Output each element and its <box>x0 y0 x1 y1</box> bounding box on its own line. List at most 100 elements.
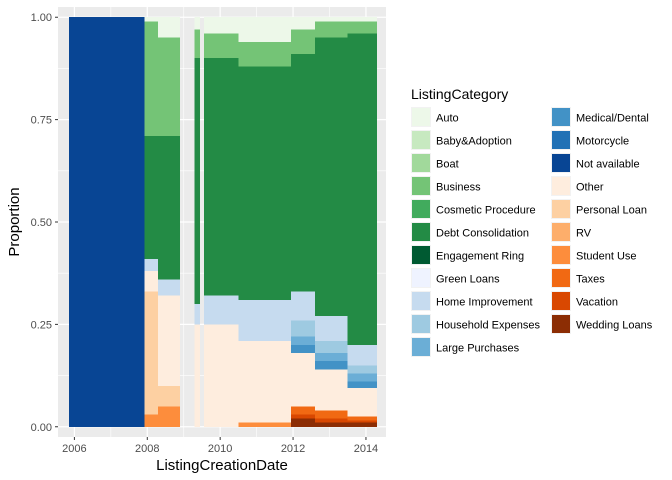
legend-label: Debt Consolidation <box>436 228 529 240</box>
legend-key-swatch <box>412 131 430 149</box>
area-segment-auto <box>291 17 315 30</box>
legend-item-business: Business <box>411 176 481 196</box>
area-segment-business <box>347 21 377 34</box>
legend-item-boat: Boat <box>411 153 459 173</box>
y-axis-label: Proportion <box>6 187 23 256</box>
legend-key-swatch <box>412 269 430 287</box>
legend-label: Boat <box>436 159 459 171</box>
area-segment-debt-consolidation <box>347 33 377 345</box>
legend-item-motorcycle: Motorcycle <box>551 130 629 150</box>
y-tick-label: 0.25 <box>31 319 52 331</box>
legend-key-swatch <box>552 131 570 149</box>
area-segment-large-purchases <box>291 336 315 345</box>
legend-label: Not available <box>576 159 640 171</box>
area-segment-not-available <box>68 17 145 427</box>
legend-item-large-purchases: Large Purchases <box>411 337 520 357</box>
area-segment-debt-consolidation <box>158 136 181 280</box>
area-segment-student-use <box>238 422 292 427</box>
area-segment-home-improvement <box>144 258 159 272</box>
legend-item-wedding-loans: Wedding Loans <box>551 314 653 334</box>
area-segment-taxes <box>347 416 377 421</box>
legend-key-swatch <box>412 108 430 126</box>
legend: ListingCategory Auto Baby&Adoption Boat Bus… <box>411 86 653 357</box>
legend-key-swatch <box>552 200 570 218</box>
area-segment-home-improvement <box>291 291 315 321</box>
legend-item-rv: RV <box>551 222 592 242</box>
area-segment-other <box>314 369 348 411</box>
x-axis-label: ListingCreationDate <box>156 457 288 474</box>
legend-item-vacation: Vacation <box>551 291 618 311</box>
x-tick-label: 2010 <box>208 443 232 455</box>
legend-label: Personal Loan <box>576 205 647 217</box>
legend-key-swatch <box>412 292 430 310</box>
area-segment-other <box>194 324 201 427</box>
area-segment-business <box>144 21 159 136</box>
legend-key-swatch <box>552 154 570 172</box>
area-segment-business <box>203 33 239 59</box>
legend-label: Medical/Dental <box>576 113 649 125</box>
area-segment-student-use <box>144 414 159 427</box>
legend-key-swatch <box>552 292 570 310</box>
legend-key-swatch <box>412 315 430 333</box>
area-segment-auto <box>158 17 181 38</box>
area-segment-taxes <box>314 410 348 419</box>
area-segment-household-expenses <box>347 365 377 374</box>
x-tick-label: 2012 <box>281 443 305 455</box>
area-segment-auto <box>238 17 292 42</box>
area-segment-wedding-loans <box>291 418 315 427</box>
area-segment-debt-consolidation <box>238 66 292 300</box>
legend-key-swatch <box>412 223 430 241</box>
legend-label: Household Expenses <box>436 320 540 332</box>
legend-item-medical-dental: Medical/Dental <box>551 107 649 127</box>
area-segment-debt-consolidation <box>291 54 315 292</box>
legend-key-swatch <box>412 246 430 264</box>
area-segment-vacation <box>347 420 377 423</box>
area-segment-vacation <box>291 414 315 419</box>
legend-label: Wedding Loans <box>576 320 653 332</box>
area-segment-business <box>238 41 292 67</box>
y-axis: 0.00 0.25 0.50 0.75 1.00 <box>31 12 58 434</box>
area-segment-home-improvement <box>203 295 239 325</box>
legend-label: Other <box>576 182 604 194</box>
area-segment-home-improvement <box>347 344 377 366</box>
legend-label: Business <box>436 182 481 194</box>
area-segment-home-improvement <box>314 316 348 341</box>
legend-item-green-loans: Green Loans <box>411 268 500 288</box>
area-segment-vacation <box>314 418 348 423</box>
x-tick-label: 2008 <box>135 443 159 455</box>
x-tick-label: 2006 <box>62 443 86 455</box>
legend-item-student-use: Student Use <box>551 245 637 265</box>
legend-key-swatch <box>552 108 570 126</box>
area-segment-other <box>203 324 239 427</box>
area-segment-home-improvement <box>158 279 181 296</box>
legend-key-swatch <box>412 154 430 172</box>
legend-item-taxes: Taxes <box>551 268 605 288</box>
legend-key-swatch <box>552 246 570 264</box>
y-tick-label: 1.00 <box>31 12 52 24</box>
area-segment-medical-dental <box>347 381 377 388</box>
legend-label: Taxes <box>576 274 605 286</box>
area-segment-debt-consolidation <box>314 37 348 317</box>
legend-key-swatch <box>412 200 430 218</box>
area-segment-medical-dental <box>314 361 348 370</box>
legend-item-household-expenses: Household Expenses <box>411 314 540 334</box>
legend-label: RV <box>576 228 592 240</box>
y-tick-label: 0.75 <box>31 115 52 127</box>
area-segment-large-purchases <box>314 353 348 362</box>
legend-item-other: Other <box>551 176 604 196</box>
area-segment-business <box>158 37 181 136</box>
x-axis: 2006 2008 2010 2012 2014 <box>62 437 378 455</box>
area-segment-business <box>194 29 201 59</box>
area-segment-wedding-loans <box>314 422 348 427</box>
legend-key-swatch <box>412 338 430 356</box>
area-segment-household-expenses <box>314 340 348 354</box>
legend-label: Home Improvement <box>436 297 533 309</box>
area-segment-business <box>314 21 348 38</box>
legend-key-swatch <box>552 315 570 333</box>
area-segment-student-use <box>158 406 181 427</box>
area-segment-other <box>158 295 181 386</box>
legend-item-engagement-ring: Engagement Ring <box>411 245 524 265</box>
area-segment-auto <box>194 17 201 30</box>
area-segment-auto <box>314 17 348 22</box>
